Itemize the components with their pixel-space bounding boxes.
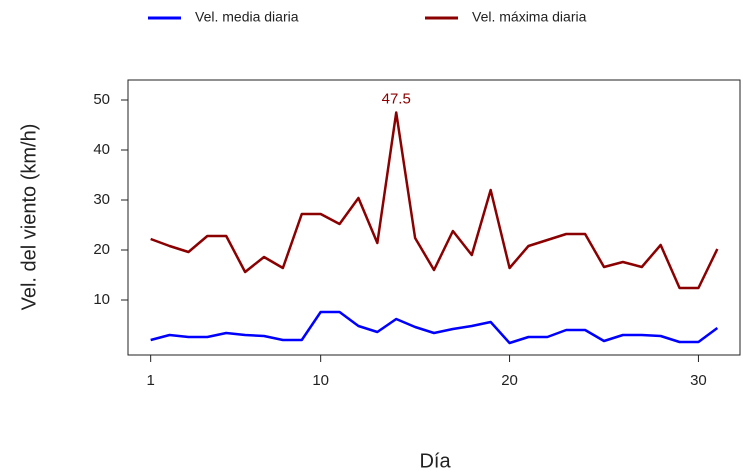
y-tick-label: 50	[93, 91, 110, 108]
series-line	[150, 310, 719, 345]
x-tick-label: 1	[146, 372, 154, 389]
legend-label: Vel. media diaria	[195, 9, 299, 25]
legend-label: Vel. máxima diaria	[472, 9, 587, 25]
x-tick-label: 20	[501, 372, 518, 389]
x-axis-title: Día	[419, 450, 451, 472]
plot-box	[127, 79, 741, 356]
y-tick-label: 30	[93, 191, 110, 208]
y-tick-label: 20	[93, 241, 110, 258]
x-tick-label: 10	[312, 372, 329, 389]
y-tick-label: 40	[93, 141, 110, 158]
y-axis-title: Vel. del viento (km/h)	[18, 124, 40, 311]
x-tick-label: 30	[690, 372, 707, 389]
data-label: 47.5	[382, 90, 411, 107]
y-tick-label: 10	[93, 291, 110, 308]
series-line	[150, 111, 719, 290]
